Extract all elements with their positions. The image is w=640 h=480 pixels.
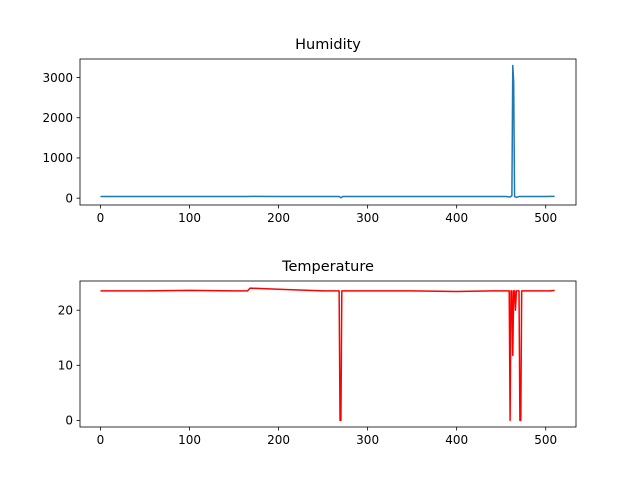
humidity-x-tick-label: 500 bbox=[534, 211, 557, 225]
humidity-x-tick-label: 300 bbox=[356, 211, 379, 225]
humidity-axes-frame bbox=[79, 58, 577, 206]
temperature-series-line bbox=[100, 287, 555, 422]
humidity-title: Humidity bbox=[295, 37, 361, 53]
temperature-axes-frame bbox=[79, 280, 577, 428]
humidity-x-tick-label: 400 bbox=[445, 211, 468, 225]
humidity-y-tick-label: 1000 bbox=[42, 151, 73, 165]
humidity-x-tick-label: 100 bbox=[178, 211, 201, 225]
temperature-x-tick-label: 200 bbox=[267, 433, 290, 447]
humidity-y-tick-label: 2000 bbox=[42, 111, 73, 125]
temperature-y-tick-label: 20 bbox=[58, 304, 73, 318]
humidity-plot-area: 0 100 200 300 400 500 0 1000 2000 3000 bbox=[42, 58, 577, 225]
temperature-panel: Temperature 0 100 200 300 400 500 0 10 20 bbox=[58, 259, 577, 447]
humidity-y-tick-label: 3000 bbox=[42, 71, 73, 85]
humidity-panel: Humidity 0 100 200 300 400 500 0 1000 2000 3000 bbox=[42, 37, 577, 225]
humidity-x-tick-label: 200 bbox=[267, 211, 290, 225]
temperature-x-tick-label: 500 bbox=[534, 433, 557, 447]
temperature-y-tick-label: 10 bbox=[58, 359, 73, 373]
temperature-plot-area: 0 100 200 300 400 500 0 10 20 bbox=[58, 280, 577, 447]
humidity-series-line bbox=[100, 64, 555, 199]
temperature-y-tick-label: 0 bbox=[65, 414, 73, 428]
humidity-x-tick-label: 0 bbox=[97, 211, 105, 225]
humidity-y-tick-label: 0 bbox=[65, 191, 73, 205]
temperature-x-tick-label: 100 bbox=[178, 433, 201, 447]
temperature-x-tick-label: 300 bbox=[356, 433, 379, 447]
temperature-x-tick-label: 0 bbox=[97, 433, 105, 447]
temperature-x-tick-label: 400 bbox=[445, 433, 468, 447]
temperature-title: Temperature bbox=[281, 259, 374, 275]
